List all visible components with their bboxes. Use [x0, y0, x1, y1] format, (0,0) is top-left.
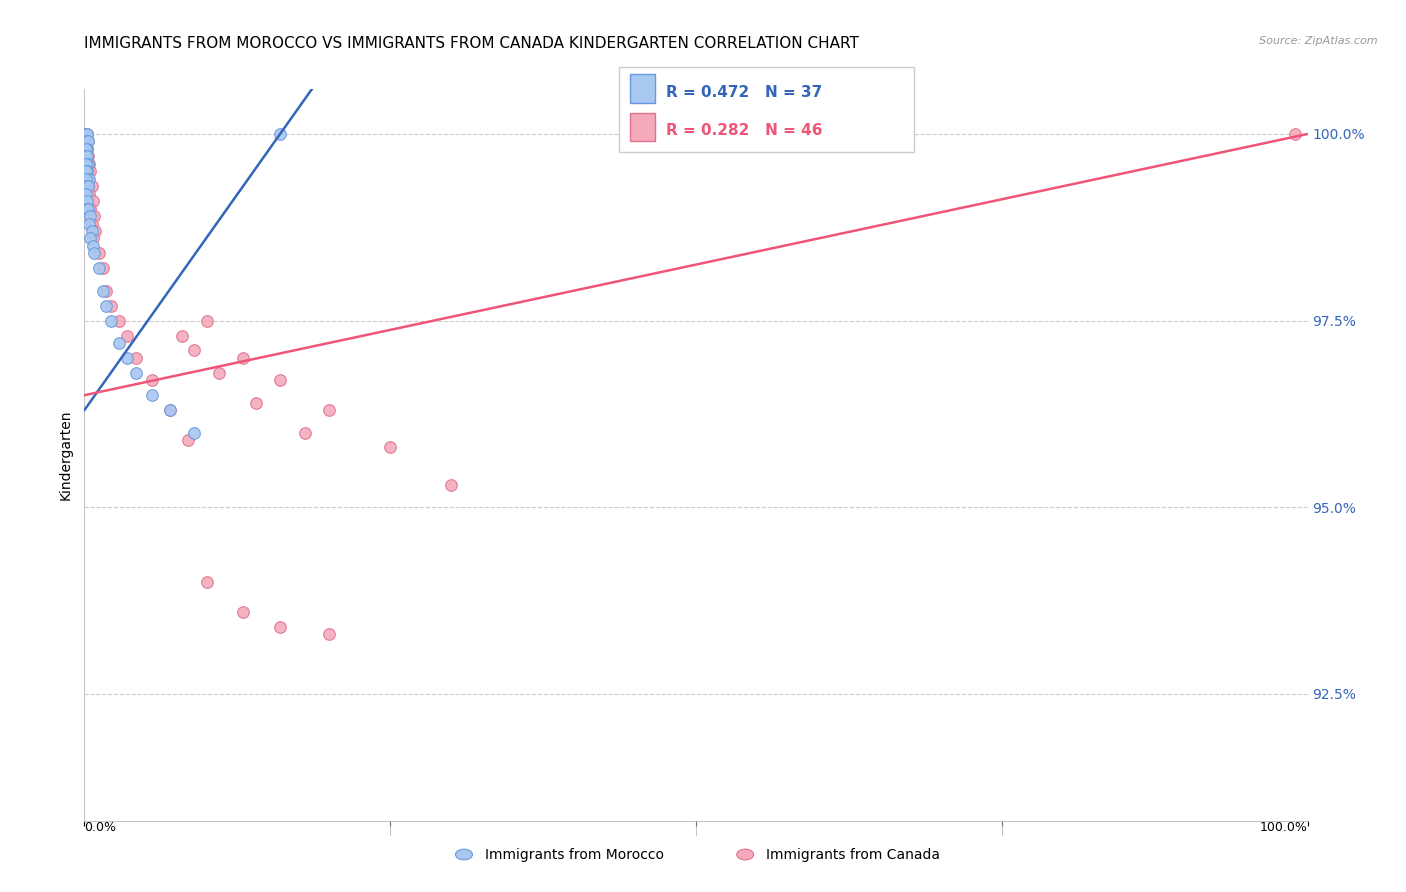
- Point: [77, 149, 100, 163]
- Point: [82, 239, 104, 253]
- Point: [208, 366, 231, 380]
- Point: [79, 231, 101, 245]
- Text: IMMIGRANTS FROM MOROCCO VS IMMIGRANTS FROM CANADA KINDERGARTEN CORRELATION CHART: IMMIGRANTS FROM MOROCCO VS IMMIGRANTS FR…: [84, 36, 859, 51]
- Point: [183, 425, 205, 440]
- Text: 0.0%: 0.0%: [84, 821, 117, 834]
- Point: [75, 171, 97, 186]
- Point: [75, 135, 97, 149]
- Point: [107, 313, 129, 327]
- Text: R = 0.282   N = 46: R = 0.282 N = 46: [666, 123, 823, 138]
- Point: [80, 217, 103, 231]
- Point: [177, 433, 200, 447]
- Point: [141, 373, 163, 387]
- Point: [232, 605, 254, 619]
- Point: [91, 261, 114, 276]
- Point: [172, 328, 194, 343]
- Point: [232, 351, 254, 365]
- Point: [318, 403, 340, 417]
- Point: [83, 209, 105, 223]
- Point: [75, 186, 97, 201]
- Point: [77, 157, 100, 171]
- Point: [380, 441, 402, 455]
- Point: [96, 284, 118, 298]
- Text: R = 0.472   N = 37: R = 0.472 N = 37: [666, 85, 823, 100]
- Point: [294, 425, 316, 440]
- Point: [76, 142, 98, 156]
- Point: [75, 127, 97, 141]
- Point: [75, 157, 97, 171]
- Point: [269, 127, 291, 141]
- Point: [76, 194, 98, 209]
- Point: [100, 313, 122, 327]
- Point: [75, 164, 97, 178]
- Point: [75, 135, 97, 149]
- Point: [125, 366, 148, 380]
- Point: [76, 164, 98, 178]
- Point: [318, 627, 340, 641]
- Point: [79, 209, 101, 223]
- Point: [75, 127, 97, 141]
- Point: [96, 299, 118, 313]
- Point: [77, 179, 100, 194]
- Point: [87, 246, 110, 260]
- Point: [80, 224, 103, 238]
- Point: [76, 142, 98, 156]
- Point: [75, 202, 97, 216]
- Point: [115, 328, 138, 343]
- Text: Immigrants from Morocco: Immigrants from Morocco: [485, 847, 664, 862]
- Point: [107, 335, 129, 350]
- Point: [77, 217, 100, 231]
- Point: [82, 194, 104, 209]
- Point: [76, 127, 98, 141]
- Point: [115, 351, 138, 365]
- Point: [79, 164, 101, 178]
- Point: [87, 261, 110, 276]
- Point: [77, 135, 100, 149]
- Point: [79, 202, 101, 216]
- Point: [245, 395, 267, 409]
- Point: [440, 477, 463, 491]
- Point: [77, 135, 100, 149]
- Point: [183, 343, 205, 358]
- Y-axis label: Kindergarten: Kindergarten: [59, 409, 73, 500]
- Point: [76, 149, 98, 163]
- Point: [77, 186, 100, 201]
- Point: [1284, 127, 1306, 141]
- Text: Immigrants from Canada: Immigrants from Canada: [766, 847, 941, 862]
- Point: [83, 246, 105, 260]
- Point: [159, 403, 181, 417]
- Point: [269, 619, 291, 633]
- Point: [77, 202, 100, 216]
- Point: [75, 157, 97, 171]
- Point: [75, 149, 97, 163]
- Point: [82, 231, 104, 245]
- Point: [77, 171, 100, 186]
- Point: [76, 179, 98, 194]
- Point: [100, 299, 122, 313]
- Point: [76, 149, 98, 163]
- Text: Source: ZipAtlas.com: Source: ZipAtlas.com: [1260, 36, 1378, 45]
- Point: [75, 142, 97, 156]
- Point: [195, 574, 218, 589]
- Point: [125, 351, 148, 365]
- Point: [80, 179, 103, 194]
- Point: [195, 313, 218, 327]
- Point: [269, 373, 291, 387]
- Point: [159, 403, 181, 417]
- Point: [75, 142, 97, 156]
- Point: [141, 388, 163, 402]
- Point: [77, 157, 100, 171]
- Point: [91, 284, 114, 298]
- Point: [76, 127, 98, 141]
- Point: [77, 171, 100, 186]
- Point: [84, 224, 107, 238]
- Text: 100.0%: 100.0%: [1260, 821, 1308, 834]
